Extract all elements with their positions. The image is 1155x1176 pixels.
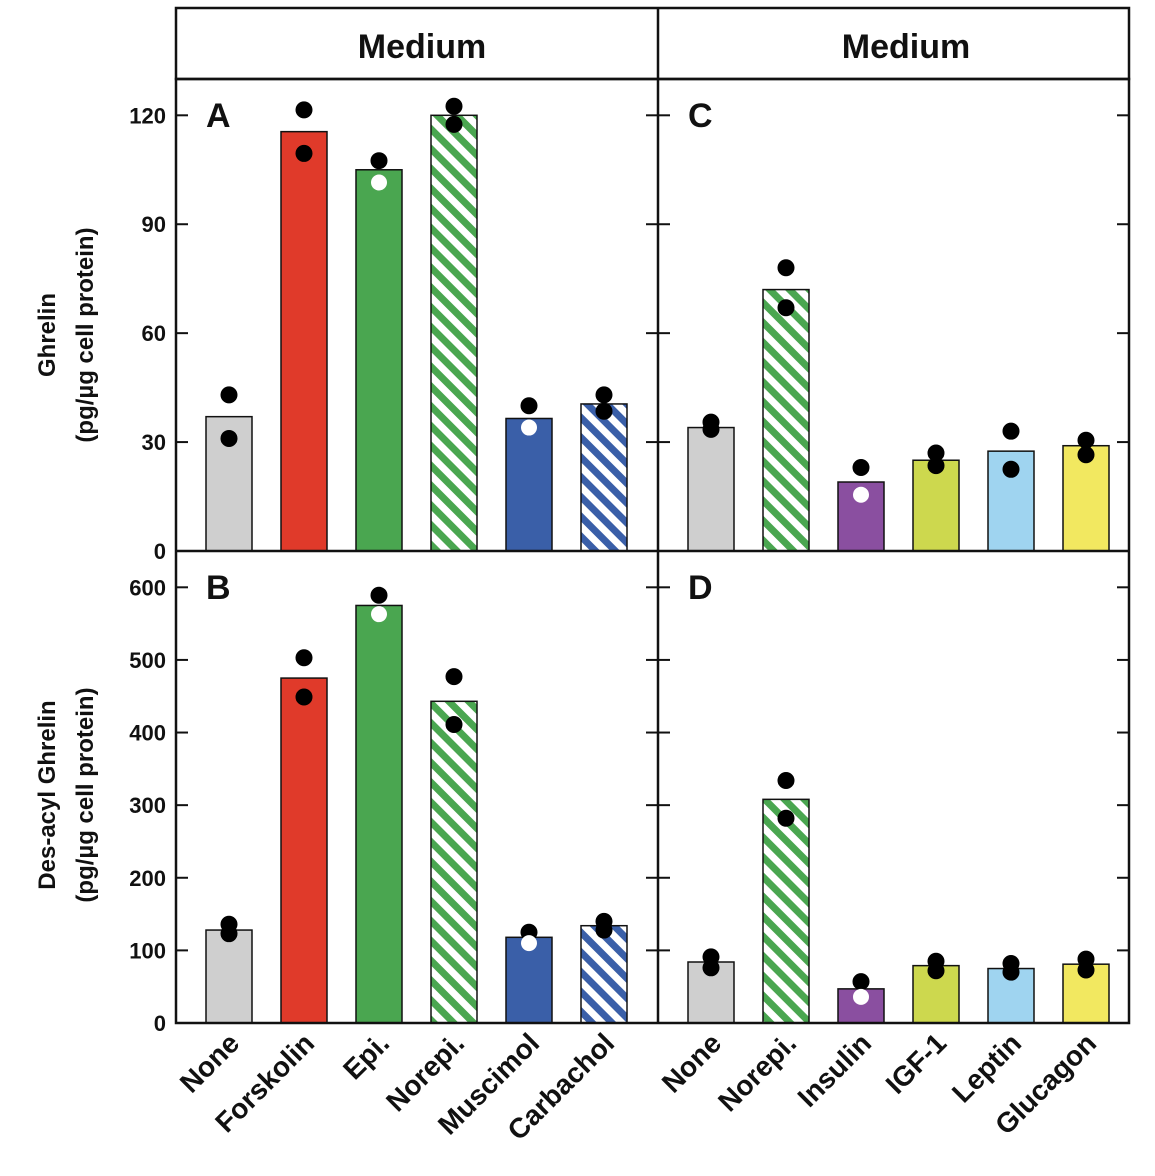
data-point-a-3-1 — [445, 115, 463, 133]
y-tick-label: 120 — [129, 103, 166, 128]
data-point-c-2-1 — [853, 486, 869, 503]
panel-label-a: A — [206, 97, 231, 135]
y-tick-label: 300 — [129, 793, 166, 818]
data-point-b-3-0 — [445, 668, 463, 686]
data-point-a-4-1 — [521, 419, 537, 436]
data-point-c-2-0 — [852, 458, 870, 476]
bar-c-1 — [762, 288, 810, 552]
data-point-a-0-0 — [220, 386, 238, 404]
y-tick-label: 0 — [154, 1011, 166, 1036]
data-point-b-3-1 — [445, 716, 463, 734]
y-tick-label: 200 — [129, 866, 166, 891]
bar-b-2 — [355, 604, 403, 1024]
data-point-c-0-1 — [702, 420, 720, 438]
header-title-left: Medium — [358, 28, 486, 66]
x-category-label: IGF-1 — [880, 1027, 953, 1100]
bar-c-0 — [687, 426, 735, 552]
data-point-b-5-1 — [595, 921, 613, 939]
data-point-d-5-1 — [1077, 961, 1095, 979]
panel-label-d: D — [688, 569, 713, 607]
data-point-a-0-1 — [220, 429, 238, 447]
data-point-c-3-1 — [927, 457, 945, 475]
data-point-d-4-1 — [1002, 963, 1020, 981]
x-category-label: Insulin — [792, 1027, 878, 1113]
data-point-c-1-1 — [777, 299, 795, 317]
x-category-label: None — [656, 1027, 727, 1098]
data-point-a-2-1 — [371, 174, 387, 191]
bar-a-2 — [355, 169, 403, 552]
data-point-c-5-0 — [1077, 431, 1095, 449]
bar-b-5 — [580, 924, 628, 1024]
data-point-c-4-0 — [1002, 422, 1020, 440]
y-tick-label: 30 — [142, 430, 166, 455]
bar-b-3 — [430, 700, 478, 1024]
x-category-label: Norepi. — [712, 1027, 802, 1117]
data-point-d-0-1 — [702, 959, 720, 977]
data-point-d-2-0 — [852, 973, 870, 991]
bar-a-5 — [580, 403, 628, 552]
y-tick-label: 600 — [129, 575, 166, 600]
data-point-a-3-0 — [445, 97, 463, 115]
data-point-b-1-0 — [295, 649, 313, 667]
data-point-c-1-0 — [777, 259, 795, 277]
data-point-c-4-1 — [1002, 460, 1020, 478]
data-point-b-1-1 — [295, 688, 313, 706]
bar-a-3 — [430, 114, 478, 552]
data-point-a-5-1 — [595, 402, 613, 420]
data-point-b-4-1 — [521, 935, 537, 952]
bar-a-1 — [280, 130, 328, 552]
header-title-right: Medium — [842, 28, 970, 66]
top-ylabel-line2: (pg/µg cell protein) — [72, 227, 99, 442]
bar-d-1 — [762, 798, 810, 1024]
y-tick-label: 60 — [142, 321, 166, 346]
y-tick-label: 500 — [129, 648, 166, 673]
data-point-d-3-1 — [927, 962, 945, 980]
bar-b-1 — [280, 677, 328, 1024]
data-point-b-0-1 — [220, 925, 238, 943]
bar-b-0 — [205, 929, 253, 1024]
data-point-c-5-1 — [1077, 446, 1095, 464]
bottom-ylabel-line2: (pg/µg cell protein) — [72, 687, 99, 902]
data-point-b-2-0 — [370, 586, 388, 604]
data-point-a-5-0 — [595, 386, 613, 404]
header-frame — [174, 6, 1131, 81]
data-point-a-1-1 — [295, 144, 313, 162]
data-point-b-2-1 — [371, 606, 387, 623]
y-tick-label: 100 — [129, 938, 166, 963]
x-category-label: None — [174, 1027, 245, 1098]
panel-label-c: C — [688, 97, 713, 135]
data-point-d-1-1 — [777, 809, 795, 827]
y-tick-label: 0 — [154, 539, 166, 564]
bar-a-4 — [505, 417, 553, 552]
panel-label-b: B — [206, 569, 231, 607]
data-point-d-2-1 — [853, 988, 869, 1005]
top-ylabel-line1: Ghrelin — [34, 293, 61, 377]
y-tick-label: 400 — [129, 721, 166, 746]
y-tick-label: 90 — [142, 212, 166, 237]
x-category-label: Epi. — [337, 1027, 395, 1085]
data-point-a-4-0 — [520, 397, 538, 415]
data-point-a-2-0 — [370, 152, 388, 170]
data-point-a-1-0 — [295, 101, 313, 119]
data-point-d-1-0 — [777, 771, 795, 789]
bottom-ylabel-line1: Des-acyl Ghrelin — [34, 700, 61, 889]
